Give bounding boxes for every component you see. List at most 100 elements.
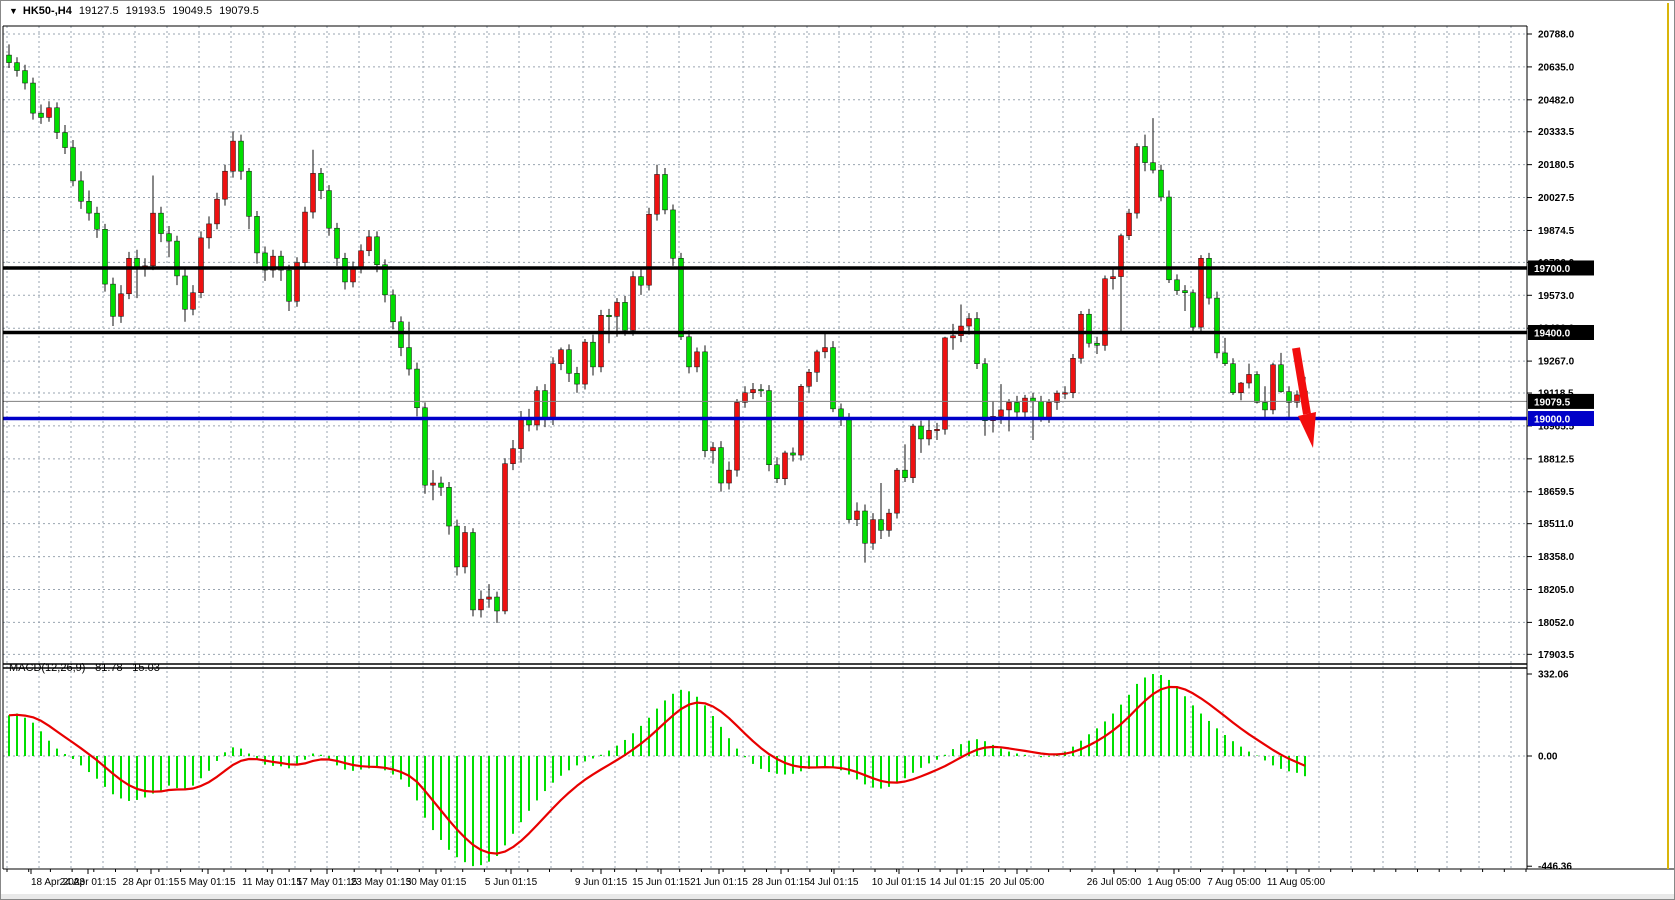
candle — [414, 368, 420, 409]
candle — [206, 223, 212, 239]
candle — [750, 389, 756, 393]
candle — [86, 201, 92, 214]
candle — [214, 198, 220, 225]
candle — [478, 598, 484, 611]
candle — [1222, 352, 1228, 364]
candle — [46, 107, 52, 118]
macd-signal-line — [8, 685, 1306, 855]
candle — [902, 469, 908, 478]
candle — [790, 452, 796, 456]
trend-arrow-annotation[interactable] — [1292, 347, 1316, 448]
candle — [190, 292, 196, 310]
svg-text:24 Apr 01:15: 24 Apr 01:15 — [60, 877, 117, 888]
candle — [22, 70, 28, 84]
candle — [734, 402, 740, 471]
svg-text:5 May 01:15: 5 May 01:15 — [180, 877, 235, 888]
candle — [294, 262, 300, 302]
candle — [694, 351, 700, 368]
candle — [758, 389, 764, 392]
candle — [1206, 258, 1212, 299]
close-value: 19079.5 — [219, 5, 259, 17]
candle — [598, 315, 604, 368]
candle — [1158, 169, 1164, 198]
candle — [70, 147, 76, 182]
candle — [238, 140, 244, 172]
candle — [1190, 292, 1196, 328]
candle — [1238, 382, 1244, 393]
svg-text:11 May 01:15: 11 May 01:15 — [242, 877, 302, 888]
candle — [1294, 394, 1300, 403]
candle — [454, 525, 460, 568]
svg-text:15 Jun 01:15: 15 Jun 01:15 — [632, 877, 690, 888]
chevron-down-icon[interactable]: ▼ — [9, 6, 18, 16]
price-badges: 19700.0 19400.0 19079.5 19000.0 — [1528, 260, 1594, 427]
candle — [886, 512, 892, 531]
symbol-info-bar[interactable]: ▼ HK50-,H4 19127.5 19193.5 19049.5 19079.5 — [9, 5, 266, 17]
candle — [470, 532, 476, 611]
candle — [38, 112, 44, 118]
low-value: 19049.5 — [172, 5, 213, 17]
candle — [1174, 279, 1180, 291]
svg-text:20027.5: 20027.5 — [1538, 193, 1575, 204]
svg-text:19079.5: 19079.5 — [1534, 397, 1571, 408]
symbol-timeframe-label: HK50-,H4 — [22, 5, 72, 17]
candle — [30, 82, 36, 114]
candle — [1262, 402, 1268, 411]
candle — [102, 229, 108, 285]
candle — [950, 335, 956, 339]
candle — [318, 173, 324, 191]
candle — [870, 519, 876, 544]
svg-text:19000.0: 19000.0 — [1534, 415, 1571, 426]
candle — [326, 190, 332, 229]
candle — [382, 264, 388, 296]
candle — [686, 336, 692, 368]
candle — [430, 482, 436, 486]
candle — [1150, 162, 1156, 171]
candle — [510, 448, 516, 464]
candle — [462, 532, 468, 568]
candle — [1270, 364, 1276, 411]
horizontal-line-objects[interactable] — [3, 266, 1527, 421]
svg-text:19267.0: 19267.0 — [1538, 357, 1575, 368]
candle — [1094, 342, 1100, 346]
candle — [782, 452, 788, 479]
candle — [806, 372, 812, 387]
candle — [798, 386, 804, 456]
candle — [1278, 364, 1284, 392]
candle — [774, 464, 780, 479]
candle — [1030, 397, 1036, 402]
svg-text:19874.5: 19874.5 — [1538, 226, 1575, 237]
candle — [518, 418, 524, 449]
svg-text:9 Jun 01:15: 9 Jun 01:15 — [575, 877, 628, 888]
candle — [198, 237, 204, 293]
candle — [422, 407, 428, 486]
candle — [494, 596, 500, 612]
candle — [278, 255, 284, 271]
candle — [1254, 374, 1260, 403]
candle — [1182, 290, 1188, 293]
arrow-head-icon[interactable] — [1298, 412, 1316, 448]
arrow-shaft — [1292, 347, 1311, 415]
candle — [590, 341, 596, 368]
macd-indicator-label: MACD(12,26,9) -81.78 -15.03 — [9, 662, 166, 674]
open-value: 19127.5 — [78, 5, 119, 17]
svg-text:17 May 01:15: 17 May 01:15 — [297, 877, 358, 888]
svg-text:0.00: 0.00 — [1538, 752, 1558, 763]
candle — [262, 252, 268, 271]
candle — [1022, 397, 1028, 413]
candle — [1142, 146, 1148, 163]
candle — [1006, 402, 1012, 411]
candle — [486, 596, 492, 600]
macd-axis[interactable]: 332.06 0.00 -446.36 — [1527, 670, 1572, 873]
candle — [894, 469, 900, 514]
svg-text:18659.5: 18659.5 — [1538, 487, 1575, 498]
candle — [1134, 146, 1140, 214]
svg-text:20 Jul 05:00: 20 Jul 05:00 — [990, 877, 1045, 888]
svg-text:19700.0: 19700.0 — [1534, 264, 1571, 275]
candle — [374, 236, 380, 266]
candle — [246, 170, 252, 217]
candle — [878, 519, 884, 531]
